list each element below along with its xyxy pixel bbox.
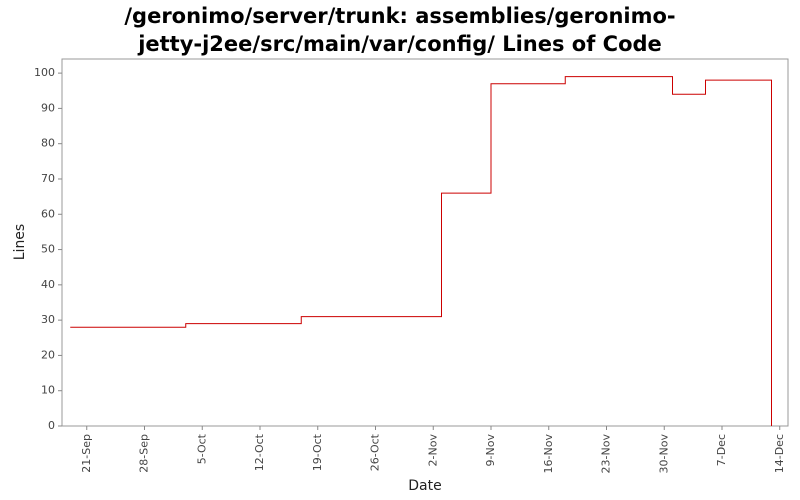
y-tick-label: 0 (48, 419, 55, 432)
y-axis-title: Lines (12, 224, 28, 260)
x-tick-label: 2-Nov (426, 434, 439, 467)
y-tick-label: 40 (41, 278, 55, 291)
x-tick-label: 21-Sep (80, 434, 93, 473)
x-tick-label: 16-Nov (542, 434, 555, 474)
y-tick-label: 60 (41, 207, 55, 220)
plot-area (61, 58, 789, 427)
y-tick-label: 80 (41, 137, 55, 150)
x-tick-label: 28-Sep (138, 434, 151, 473)
x-tick-label: 7-Dec (715, 434, 728, 466)
y-tick-label: 70 (41, 172, 55, 185)
y-tick-label: 30 (41, 313, 55, 326)
data-line (70, 76, 772, 426)
x-axis-title: Date (408, 478, 441, 494)
x-tick-label: 23-Nov (600, 434, 613, 474)
x-tick-label: 19-Oct (311, 433, 324, 471)
x-tick-label: 5-Oct (195, 433, 208, 464)
y-tick-label: 10 (41, 384, 55, 397)
x-tick-label: 14-Dec (773, 434, 786, 473)
x-tick-label: 12-Oct (253, 433, 266, 471)
chart-title: /geronimo/server/trunk: assemblies/geron… (124, 4, 676, 56)
y-tick-label: 100 (34, 66, 55, 79)
x-tick-label: 9-Nov (484, 434, 497, 467)
x-tick-label: 26-Oct (369, 433, 382, 471)
y-tick-label: 90 (41, 101, 55, 114)
y-tick-label: 50 (41, 243, 55, 256)
y-tick-label: 20 (41, 348, 55, 361)
x-tick-label: 30-Nov (657, 434, 670, 474)
